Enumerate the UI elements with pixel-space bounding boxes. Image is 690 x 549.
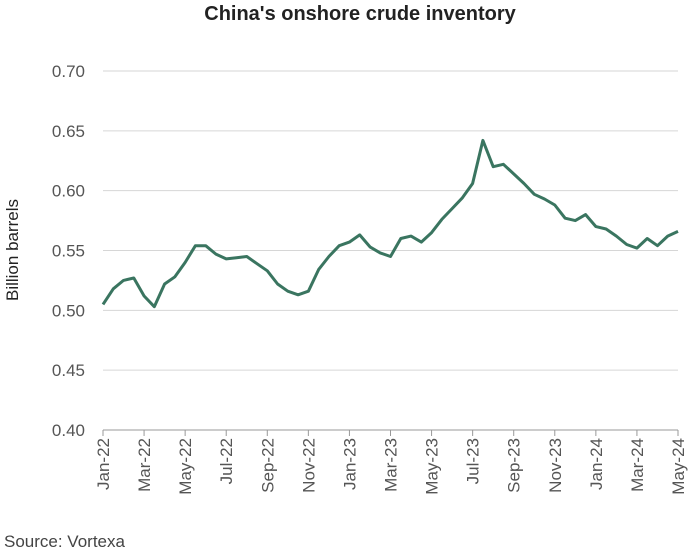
y-tick-label: 0.55 — [52, 242, 85, 261]
x-tick-label: Jan-22 — [94, 438, 113, 490]
x-tick-label: Jan-24 — [587, 438, 606, 490]
y-tick-label: 0.65 — [52, 122, 85, 141]
y-tick-label: 0.45 — [52, 361, 85, 380]
x-tick-label: Jul-23 — [464, 438, 483, 484]
chart-title: China's onshore crude inventory — [204, 3, 516, 25]
x-tick-label: May-24 — [669, 438, 688, 495]
x-tick-label: Jul-22 — [217, 438, 236, 484]
source-note: Source: Vortexa — [4, 532, 126, 549]
x-tick-label: Nov-23 — [546, 438, 565, 493]
x-tick-label: Sep-22 — [258, 438, 277, 493]
x-tick-label: Mar-22 — [135, 438, 154, 492]
y-tick-label: 0.40 — [52, 421, 85, 440]
x-tick-label: May-23 — [423, 438, 442, 495]
data-line — [101, 138, 679, 309]
x-tick-label: Sep-23 — [505, 438, 524, 493]
x-tick-label: May-22 — [176, 438, 195, 495]
y-tick-label: 0.70 — [52, 62, 85, 81]
x-tick-label: Jan-23 — [340, 438, 359, 490]
y-tick-label: 0.50 — [52, 301, 85, 320]
x-tick-label: Mar-24 — [628, 438, 647, 492]
x-tick-label: Nov-22 — [299, 438, 318, 493]
y-tick-label: 0.60 — [52, 182, 85, 201]
x-tick-label: Mar-23 — [382, 438, 401, 492]
y-axis-label: Billion barrels — [3, 199, 22, 301]
